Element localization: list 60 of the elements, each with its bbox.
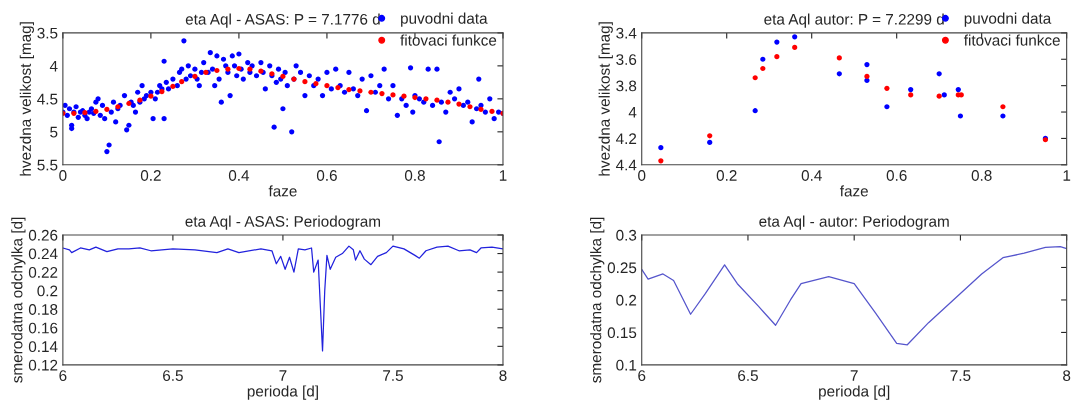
- y-tick-label: 3.8: [616, 80, 637, 92]
- chart-title: eta Aql - autor: Periodogram: [759, 215, 949, 230]
- y-tick-label: 0.2: [616, 294, 637, 306]
- y-tick-label: 5.5: [37, 159, 58, 171]
- x-tick-label: 6.5: [163, 370, 183, 381]
- chart-title: eta Aql - ASAS: Periodogram: [185, 215, 381, 230]
- y-tick-label: 4.4: [615, 159, 637, 171]
- y-tick-label: 0.22: [28, 266, 58, 278]
- x-tick-label: 0: [638, 170, 646, 181]
- y-axis-title: smerodatna odchylka [d]: [11, 217, 26, 383]
- y-tick-label: 0.16: [28, 322, 58, 334]
- y-tick-label: 0.25: [607, 262, 637, 274]
- x-axis-title: faze: [268, 185, 297, 197]
- x-axis-title: perioda [d]: [819, 385, 890, 400]
- legend-label: fitovaci funkce: [963, 34, 1060, 46]
- y-tick-label: 0.2: [37, 285, 58, 297]
- x-tick-label: 0: [59, 170, 67, 181]
- x-axis-title: perioda [d]: [247, 385, 318, 400]
- y-tick-label: 0.24: [28, 248, 58, 260]
- y-tick-label: 0.12: [28, 359, 58, 371]
- y-tick-label: 4: [628, 107, 637, 118]
- y-tick-label: 0.14: [28, 341, 58, 353]
- x-tick-label: 0.8: [971, 170, 992, 181]
- x-tick-label: 7.5: [950, 370, 971, 381]
- x-tick-label: 8: [499, 370, 507, 381]
- x-tick-label: 0.2: [140, 170, 161, 181]
- x-tick-label: 7: [850, 370, 858, 381]
- x-tick-label: 1: [499, 170, 507, 181]
- legend-label: puvodni data: [964, 12, 1052, 27]
- y-tick-label: 4.5: [37, 93, 58, 105]
- y-tick-label: 3.4: [616, 27, 637, 39]
- y-tick-label: 0.18: [28, 304, 58, 315]
- x-tick-label: 0.6: [316, 170, 337, 181]
- x-axis-title: faze: [839, 185, 868, 197]
- legend-label: fitovaci funkce: [400, 34, 497, 46]
- x-tick-label: 0.4: [801, 170, 822, 181]
- y-axis-title: hvezdna velikost [mag]: [598, 22, 613, 176]
- legend-label: puvodni data: [401, 12, 488, 27]
- y-tick-label: 3.5: [37, 27, 58, 39]
- x-tick-label: 8: [1063, 370, 1071, 381]
- y-tick-label: 5: [50, 126, 58, 138]
- x-tick-label: 7: [279, 370, 287, 381]
- y-axis-title: smerodatna odchylka [d]: [590, 217, 605, 383]
- x-tick-label: 0.6: [886, 170, 907, 181]
- y-axis-title: hvezdna velikost [mag]: [19, 22, 34, 176]
- y-tick-label: 0.15: [607, 327, 637, 339]
- y-tick-label: 4.2: [615, 133, 637, 144]
- x-tick-label: 6.5: [738, 370, 758, 381]
- y-tick-label: 0.26: [28, 229, 58, 241]
- x-tick-label: 0.4: [228, 170, 250, 181]
- y-tick-label: 0.3: [616, 229, 637, 241]
- x-tick-label: 6: [59, 370, 67, 381]
- x-tick-label: 0.8: [404, 170, 425, 181]
- y-tick-label: 4: [49, 60, 58, 72]
- x-tick-label: 7.5: [383, 370, 403, 381]
- x-tick-label: 1: [1063, 170, 1071, 181]
- x-tick-label: 6: [638, 370, 646, 381]
- y-tick-label: 0.1: [616, 359, 637, 371]
- x-tick-label: 0.2: [716, 170, 737, 181]
- y-tick-label: 3.6: [616, 54, 637, 65]
